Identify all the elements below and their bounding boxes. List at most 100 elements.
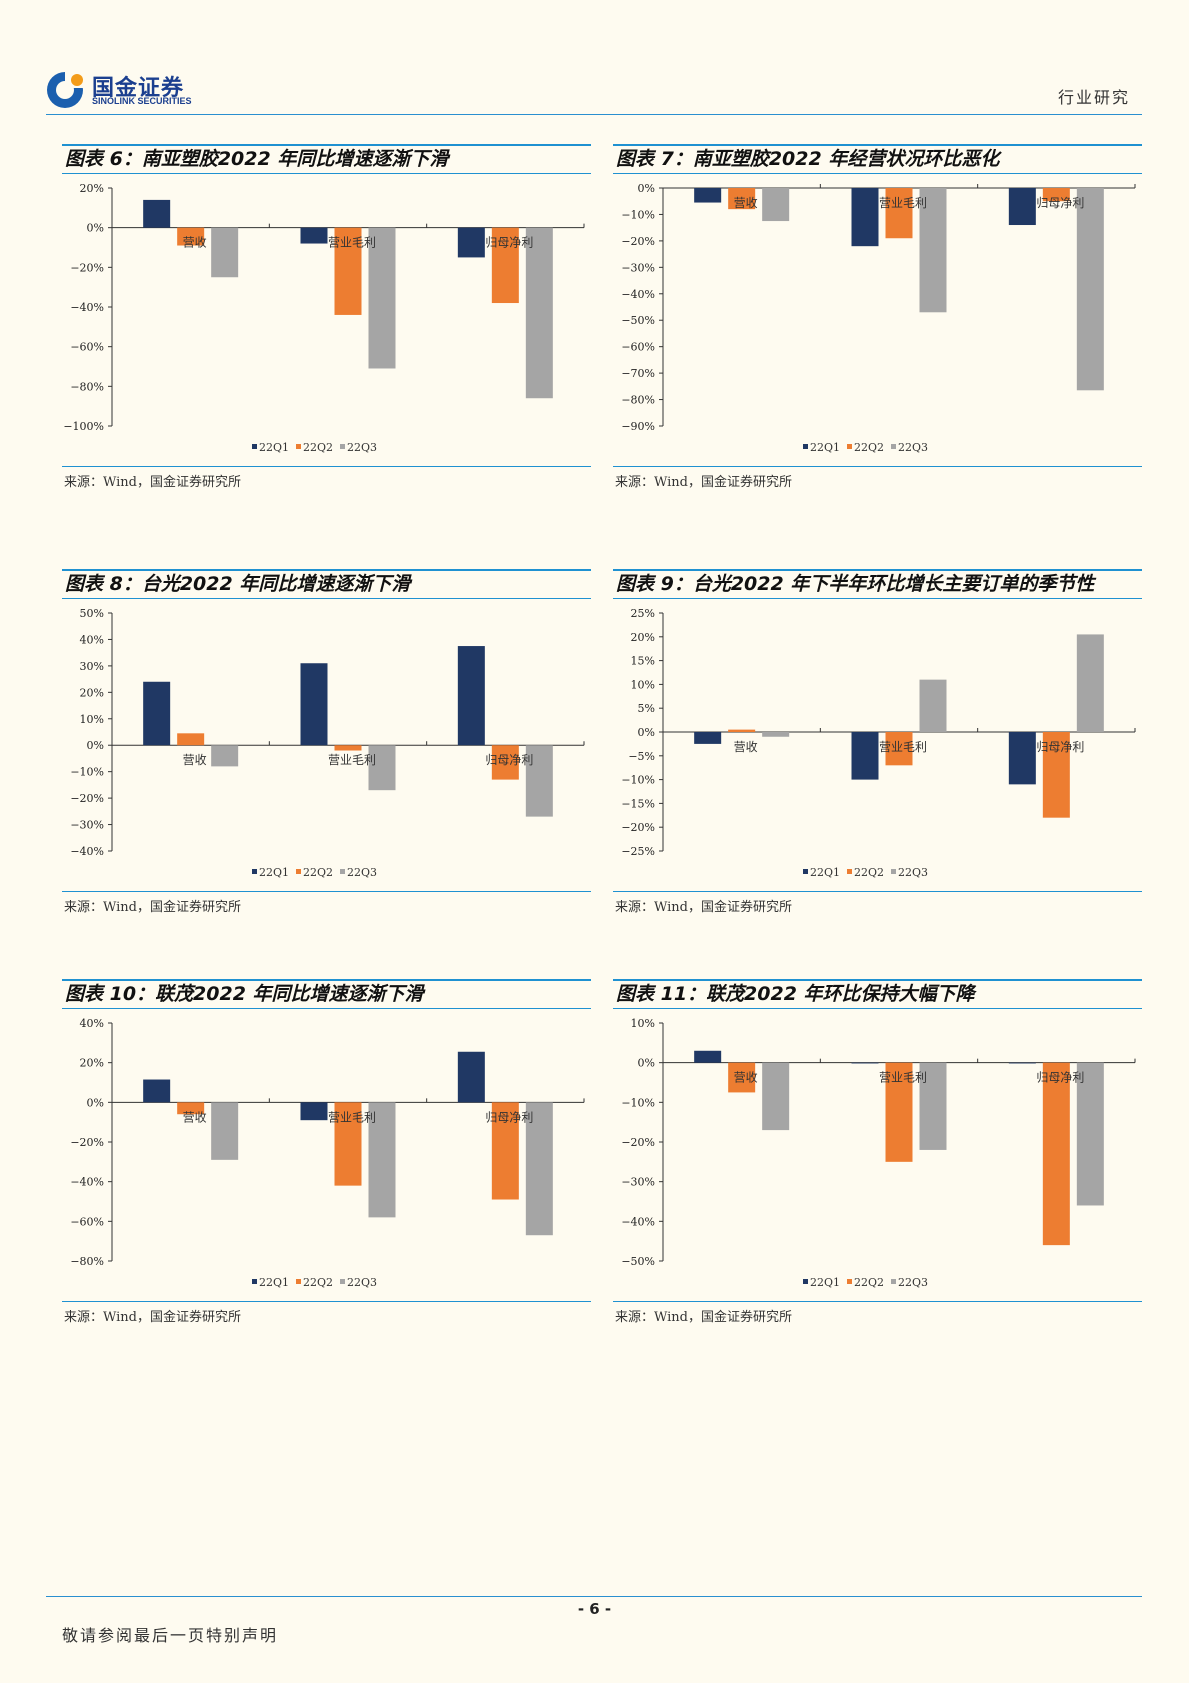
bar-22q3: [919, 1062, 947, 1150]
category-label: 营业毛利: [328, 1110, 376, 1124]
bar-22q2: [1042, 1062, 1070, 1246]
y-tick-label: −30%: [70, 819, 104, 832]
page-number: - 6 -: [577, 1600, 612, 1618]
chart-figure-11: 10% 0% −10% −20% −30% −40% −50% 营收 营业毛利 归母净利 22Q1 2…: [621, 1017, 1136, 1289]
bar-22q2: [1042, 732, 1070, 818]
figure-title: 图表 11：联茂2022 年环比保持大幅下降: [613, 979, 1142, 1009]
brand-name-cn: 国金证券: [92, 76, 185, 101]
y-tick-label: 0%: [87, 739, 104, 752]
bar-22q3: [762, 1062, 790, 1131]
bar-22q2: [177, 733, 205, 746]
bar-22q3: [762, 188, 790, 222]
bar-22q3: [762, 732, 790, 737]
legend-swatch: [847, 444, 852, 449]
legend-label: 22Q3: [347, 441, 377, 454]
y-tick-label: 40%: [80, 633, 104, 646]
y-tick-label: −100%: [63, 420, 104, 433]
y-tick-label: 30%: [80, 660, 104, 673]
y-tick-label: −20%: [70, 1136, 104, 1149]
bar-22q1: [457, 227, 485, 258]
legend-swatch: [803, 444, 808, 449]
bar-22q3: [211, 745, 239, 767]
category-label: 归母净利: [1036, 1071, 1084, 1085]
legend-label: 22Q3: [898, 1276, 928, 1289]
figure-source: 来源：Wind，国金证券研究所: [613, 1301, 1142, 1328]
bar-22q1: [694, 188, 722, 203]
figure-7: 图表 7：南亚塑胶2022 年经营状况环比恶化 0% −10% −20% −30% −4…: [613, 144, 1142, 493]
y-tick-label: −80%: [70, 1255, 104, 1268]
bar-22q3: [919, 188, 947, 313]
bar-22q3: [1076, 188, 1104, 391]
category-label: 归母净利: [1036, 196, 1084, 210]
figure-6: 图表 6：南亚塑胶2022 年同比增速逐渐下滑 20% 0% −20% −40% −60…: [62, 144, 591, 493]
y-tick-label: −40%: [70, 1176, 104, 1189]
y-tick-label: −15%: [621, 797, 655, 810]
figure-source: 来源：Wind，国金证券研究所: [62, 466, 591, 493]
bar-22q1: [300, 663, 328, 746]
figure-source: 来源：Wind，国金证券研究所: [62, 891, 591, 918]
bar-22q3: [211, 227, 239, 278]
y-tick-label: 0%: [87, 1096, 104, 1109]
bar-22q2: [177, 1102, 205, 1115]
legend-swatch: [340, 869, 345, 874]
y-tick-label: −50%: [621, 1255, 655, 1268]
y-tick-label: 20%: [631, 631, 655, 644]
legend-swatch: [891, 444, 896, 449]
legend-label: 22Q1: [810, 1276, 840, 1289]
y-tick-label: −40%: [621, 1215, 655, 1228]
y-tick-label: −20%: [70, 261, 104, 274]
legend-swatch: [296, 869, 301, 874]
category-label: 营业毛利: [879, 196, 927, 210]
figure-source: 来源：Wind，国金证券研究所: [613, 466, 1142, 493]
page-header: 国金证券 SINOLINK SECURITIES 行业研究: [46, 66, 1142, 115]
y-tick-label: 0%: [638, 726, 655, 739]
bar-22q2: [728, 1062, 756, 1093]
y-tick-label: −10%: [70, 766, 104, 779]
bar-22q1: [143, 681, 171, 746]
bar-22q2: [491, 745, 519, 780]
bar-22q3: [368, 227, 396, 369]
bar-22q1: [851, 732, 879, 780]
category-label: 营业毛利: [328, 753, 376, 767]
y-tick-label: 15%: [631, 655, 655, 668]
figure-source: 来源：Wind，国金证券研究所: [62, 1301, 591, 1328]
section-label: 行业研究: [1057, 88, 1130, 107]
bar-22q2: [177, 227, 205, 246]
legend-label: 22Q1: [810, 441, 840, 454]
legend-swatch: [252, 869, 257, 874]
legend-label: 22Q3: [898, 441, 928, 454]
company-logo: 国金证券 SINOLINK SECURITIES: [46, 68, 216, 110]
y-tick-label: −80%: [70, 380, 104, 393]
y-tick-label: −20%: [621, 1136, 655, 1149]
y-tick-label: 5%: [638, 702, 655, 715]
y-tick-label: −30%: [621, 261, 655, 274]
bar-22q3: [1076, 1062, 1104, 1206]
bar-22q3: [211, 1102, 239, 1160]
category-label: 营收: [183, 1110, 207, 1124]
bar-22q1: [143, 199, 171, 228]
bar-22q2: [728, 188, 756, 210]
figure-8: 图表 8：台光2022 年同比增速逐渐下滑 50% 40% 30% 20% 10% 0% −…: [62, 569, 591, 918]
legend-swatch: [803, 1279, 808, 1284]
category-label: 归母净利: [1036, 740, 1084, 754]
bar-22q1: [300, 227, 328, 244]
figure-10: 图表 10：联茂2022 年同比增速逐渐下滑 40% 20% 0% −20% −40% −…: [62, 979, 591, 1328]
legend-label: 22Q2: [854, 441, 884, 454]
y-tick-label: −20%: [621, 235, 655, 248]
category-label: 归母净利: [485, 1110, 533, 1124]
legend-swatch: [296, 444, 301, 449]
figure-title: 图表 10：联茂2022 年同比增速逐渐下滑: [62, 979, 591, 1009]
bar-22q1: [694, 732, 722, 744]
bar-22q3: [525, 1102, 553, 1236]
figure-9: 图表 9：台光2022 年下半年环比增长主要订单的季节性 25% 20% 15% 10…: [613, 569, 1142, 918]
figure-source: 来源：Wind，国金证券研究所: [613, 891, 1142, 918]
bar-22q1: [1008, 1062, 1036, 1064]
y-tick-label: −90%: [621, 420, 655, 433]
bar-22q2: [491, 227, 519, 304]
y-tick-label: −60%: [70, 1215, 104, 1228]
y-tick-label: −70%: [621, 367, 655, 380]
legend-label: 22Q2: [854, 1276, 884, 1289]
y-tick-label: 25%: [631, 607, 655, 620]
y-tick-label: 20%: [80, 182, 104, 195]
bar-22q1: [851, 1062, 879, 1064]
